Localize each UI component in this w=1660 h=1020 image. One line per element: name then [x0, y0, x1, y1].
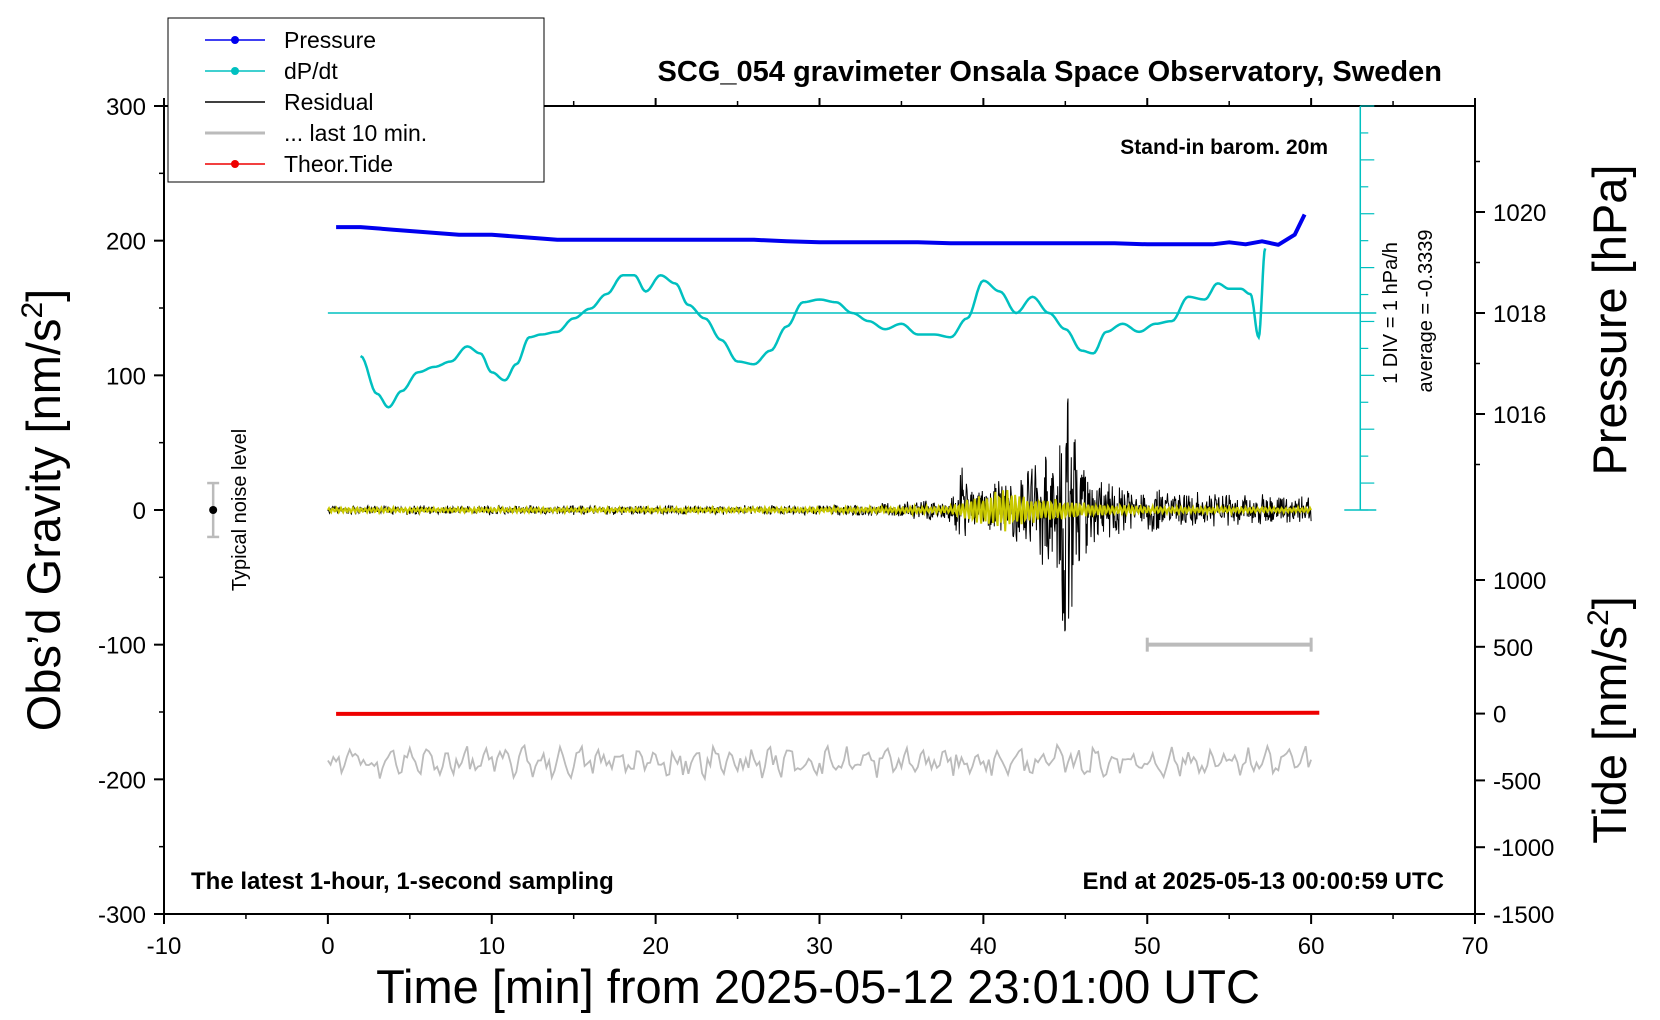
y-tick-label: -300 — [98, 902, 146, 929]
x-tick-label: 20 — [642, 933, 669, 960]
tide-tick-label: -1000 — [1493, 835, 1554, 862]
pressure-tick-label: 1018 — [1493, 301, 1546, 328]
noise-bar-center — [209, 506, 218, 514]
pressure-tick-label: 1016 — [1493, 402, 1546, 429]
tide-tick-label: 500 — [1493, 635, 1533, 662]
legend-label: Residual — [284, 89, 374, 115]
x-tick-label: 30 — [806, 933, 833, 960]
legend-marker — [231, 160, 239, 168]
pressure-line — [336, 213, 1307, 247]
y-tick-label: 0 — [133, 498, 146, 525]
barometer-note: Stand-in barom. 20m — [1120, 136, 1328, 159]
y-tick-label: -200 — [98, 767, 146, 794]
x-tick-label: 40 — [970, 933, 997, 960]
chart-title: SCG_054 gravimeter Onsala Space Observat… — [658, 56, 1442, 88]
x-axis-label: Time [min] from 2025-05-12 23:01:00 UTC — [376, 960, 1260, 1013]
y-axis-label-pressure: Pressure [hPa] — [1583, 165, 1636, 476]
pressure-tick-label: 1020 — [1493, 200, 1546, 227]
x-tick-label: -10 — [147, 933, 182, 960]
y-axis-label-tide: Tide [nm/s2] — [1582, 596, 1636, 843]
legend-marker — [231, 67, 239, 75]
x-tick-label: 50 — [1134, 933, 1161, 960]
tide-tick-label: 0 — [1493, 702, 1506, 729]
dpdt-line — [359, 248, 1267, 409]
legend-label: dP/dt — [284, 58, 338, 84]
y-tick-label: -100 — [98, 633, 146, 660]
legend-entries: Pressure dP/dt Residual ... last 10 min. The… — [205, 27, 427, 177]
x-tick-label: 60 — [1298, 933, 1325, 960]
residual-filtered-line — [327, 490, 1313, 532]
legend-marker — [231, 36, 239, 44]
x-tick-label: 70 — [1462, 933, 1489, 960]
tide-tick-label: 1000 — [1493, 568, 1546, 595]
y-tick-label: 300 — [106, 94, 146, 121]
legend-label: Theor.Tide — [284, 151, 393, 177]
legend: Pressure dP/dt Residual ... last 10 min. The… — [167, 17, 545, 183]
y-tick-label: 200 — [106, 229, 146, 256]
legend-label: Pressure — [284, 27, 376, 53]
x-tick-label: 10 — [478, 933, 505, 960]
noise-note: Typical noise level — [229, 429, 251, 591]
average-note: average = -0.3339 — [1415, 230, 1437, 393]
tide-tick-label: -500 — [1493, 768, 1541, 795]
bottom-left-note: The latest 1-hour, 1-second sampling — [191, 868, 614, 895]
axis-ticks: -10 0 10 20 30 40 50 60 703002001000-100-200-300… — [98, 94, 1554, 960]
div-scale-note: 1 DIV = 1 hPa/h — [1380, 242, 1402, 384]
y-tick-label: 100 — [106, 363, 146, 390]
legend-box — [167, 17, 545, 183]
last-10-min-line — [327, 742, 1312, 782]
theor-tide-line — [336, 710, 1320, 716]
legend-label: ... last 10 min. — [284, 120, 427, 146]
y-axis-label-left: Obs’d Gravity [nm/s2] — [16, 289, 70, 731]
x-tick-label: 0 — [321, 933, 334, 960]
tide-tick-label: -1500 — [1493, 902, 1554, 929]
series-layer — [207, 105, 1377, 782]
bottom-right-note: End at 2025-05-13 00:00:59 UTC — [1083, 868, 1445, 895]
